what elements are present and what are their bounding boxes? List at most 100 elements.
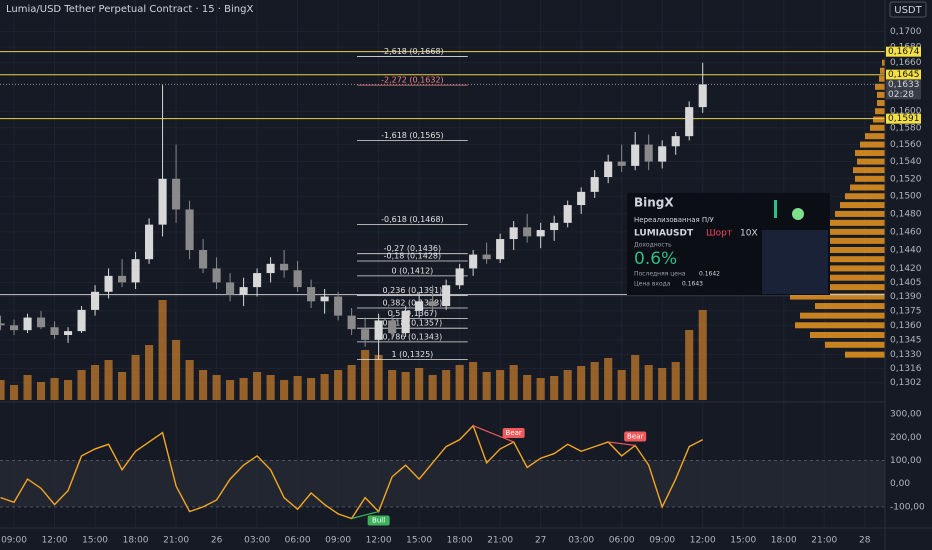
volume-profile-bar: [825, 341, 885, 348]
candle-body: [77, 309, 86, 332]
volume-profile-bar: [845, 193, 885, 200]
volume-bar: [334, 370, 343, 400]
volume-bar: [698, 310, 707, 400]
volume-bar: [145, 345, 154, 400]
volume-bar: [415, 368, 424, 400]
y-tick-label: 100,00: [890, 456, 922, 466]
divergence-line: [472, 425, 514, 443]
x-tick-label: 18:00: [447, 536, 473, 546]
fib-label: 0,5 (0,1367): [388, 309, 438, 318]
currency-label[interactable]: USDT: [894, 5, 922, 16]
volume-profile-bar: [825, 228, 885, 235]
price-label-box: [886, 46, 921, 57]
fib-label: -0,618 (0,1468): [381, 215, 444, 224]
candle-body: [388, 320, 397, 334]
candle-body: [361, 329, 370, 340]
volume-bar: [280, 380, 289, 400]
volume-bar: [91, 365, 100, 400]
candle-body: [536, 230, 545, 237]
price-label-box: [886, 69, 921, 80]
candle-body: [496, 239, 505, 260]
currency-button[interactable]: [889, 1, 927, 18]
card-picture: [762, 230, 828, 294]
x-tick-label: 12:00: [42, 536, 68, 546]
candle-body: [145, 224, 154, 260]
candle-body: [199, 250, 208, 269]
card-last-label: Последняя цена: [634, 271, 686, 278]
volume-bar: [239, 378, 248, 400]
volume-profile-bar: [879, 75, 885, 82]
volume-profile-bar: [850, 184, 885, 191]
volume-profile-bar: [835, 210, 885, 217]
x-tick-label: 18:00: [771, 536, 797, 546]
volume-bar: [64, 380, 73, 400]
x-tick-label: 15:00: [406, 536, 432, 546]
candle-body: [550, 222, 559, 231]
volume-bar: [550, 376, 559, 400]
y-tick-label: 0,1440: [890, 246, 922, 256]
x-tick-label: 09:00: [325, 536, 351, 546]
volume-bar: [118, 372, 127, 400]
chart-title: Lumia/USD Tether Perpetual Contract · 15…: [6, 4, 253, 15]
volume-profile-bar: [800, 312, 885, 319]
volume-bar: [442, 370, 451, 400]
price-label-box: [886, 79, 921, 90]
volume-bar: [455, 365, 464, 400]
x-tick-label: 21:00: [811, 536, 837, 546]
volume-profile-bar: [855, 150, 885, 157]
fib-label: -0,18 (0,1428): [384, 252, 441, 261]
y-tick-label: 0,1390: [890, 292, 922, 302]
fib-label: 0,618 (0,1357): [383, 319, 443, 328]
candle-body: [226, 282, 235, 295]
y-tick-label: 0,1600: [890, 107, 922, 117]
volume-profile-bar: [790, 293, 885, 300]
candle-body: [158, 178, 167, 225]
y-tick-label: 0,1560: [890, 140, 922, 150]
card-yield: 0.6%: [634, 249, 677, 269]
volume-bar: [293, 376, 302, 400]
y-tick-label: 0,1345: [890, 335, 922, 345]
divergence-label: Bear: [506, 429, 522, 437]
price-label-box: [886, 89, 921, 100]
divergence-label-box: [367, 515, 390, 526]
x-tick-label: 09:00: [649, 536, 675, 546]
candle-body: [658, 146, 667, 162]
y-tick-label: 0,1405: [890, 278, 922, 288]
candle-body: [590, 177, 599, 192]
candle-body: [280, 263, 289, 271]
candle-body: [698, 84, 707, 108]
card-leverage: 10X: [740, 229, 758, 239]
x-tick-label: 21:00: [163, 536, 189, 546]
x-tick-label: 03:00: [244, 536, 270, 546]
candle-body: [172, 178, 181, 210]
y-tick-label: 0,1540: [890, 157, 922, 167]
y-tick-label: 0,1580: [890, 123, 922, 133]
volume-bar: [496, 370, 505, 400]
volume-bar: [9, 385, 19, 400]
volume-bar: [307, 378, 316, 400]
candle-body: [442, 285, 451, 307]
volume-profile-bar: [860, 141, 885, 148]
y-tick-label: 0,1375: [890, 306, 922, 316]
volume-profile-bar: [830, 219, 885, 226]
y-tick-label: 0,1302: [890, 378, 922, 388]
divergence-line: [351, 510, 379, 520]
x-tick-label: 15:00: [730, 536, 756, 546]
oscillator-band: [0, 460, 885, 507]
volume-bar: [361, 350, 370, 400]
candle-body: [320, 296, 329, 302]
volume-bar: [36, 382, 46, 400]
volume-profile-bar: [845, 351, 885, 358]
candle-body: [131, 259, 140, 283]
fib-label: 0,382 (0,1378): [383, 298, 443, 307]
candle-body: [253, 273, 262, 288]
candle-body: [469, 254, 478, 269]
volume-bar: [199, 370, 208, 400]
volume-bar: [428, 375, 437, 400]
oscillator-pane: Bear Bear Bull: [0, 424, 885, 526]
card-icon: [792, 208, 804, 220]
card-icon: [774, 200, 777, 218]
fib-label: -0,27 (0,1436): [384, 244, 441, 253]
volume-bar: [185, 360, 194, 400]
